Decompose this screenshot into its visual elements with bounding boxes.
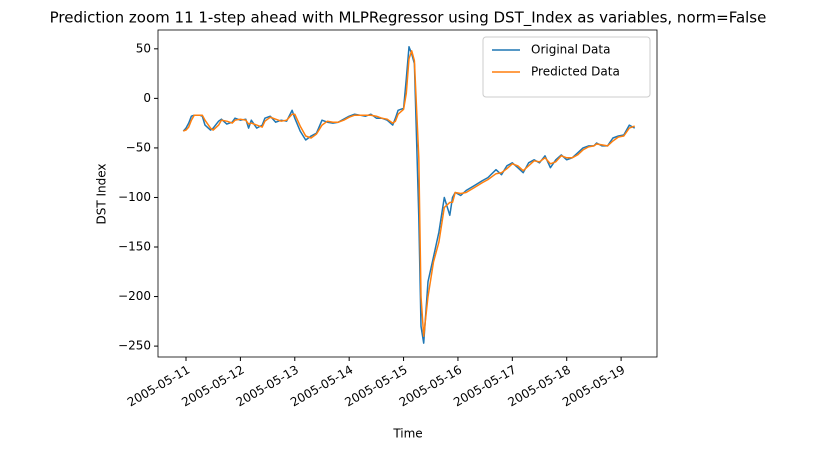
x-tick-label: 2005-05-19 [560, 363, 627, 410]
x-axis-label: Time [392, 427, 422, 441]
legend: Original Data Predicted Data [482, 36, 651, 98]
y-tick-label: −250 [118, 339, 151, 353]
y-tick-label: −50 [126, 140, 151, 154]
y-axis-label: DST Index [95, 163, 109, 224]
y-tick-label: −200 [118, 289, 151, 303]
legend-label: Predicted Data [531, 65, 620, 79]
y-tick-label: −100 [118, 190, 151, 204]
data-line [183, 50, 635, 337]
chart-title: Prediction zoom 11 1-step ahead with MLP… [50, 9, 767, 28]
y-tick-label: 0 [143, 91, 151, 105]
legend-label: Original Data [531, 43, 610, 57]
legend-box [482, 36, 651, 98]
y-tick-label: −150 [118, 240, 151, 254]
plot-frame [157, 29, 658, 358]
y-tick-label: 50 [136, 41, 151, 55]
